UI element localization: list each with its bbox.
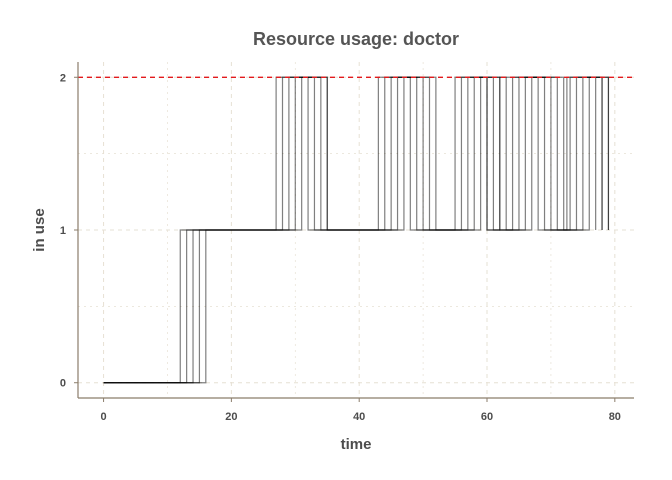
chart-title: Resource usage: doctor — [253, 29, 459, 49]
x-tick-label: 40 — [353, 411, 365, 423]
step-lines — [103, 76, 610, 384]
x-tick-label: 80 — [609, 411, 621, 423]
x-tick-label: 60 — [481, 411, 493, 423]
step-series-5 — [103, 76, 603, 384]
x-tick-labels: 0 20 40 60 80 — [101, 398, 621, 423]
y-tick-label: 1 — [60, 225, 66, 237]
x-tick-label: 20 — [225, 411, 237, 423]
y-tick-labels: 0 1 2 — [60, 72, 78, 390]
y-tick-label: 2 — [60, 72, 66, 84]
y-tick-label: 0 — [60, 378, 66, 390]
x-axis-label: time — [341, 436, 372, 453]
x-tick-label: 0 — [101, 411, 107, 423]
y-axis-label: in use — [31, 208, 48, 251]
